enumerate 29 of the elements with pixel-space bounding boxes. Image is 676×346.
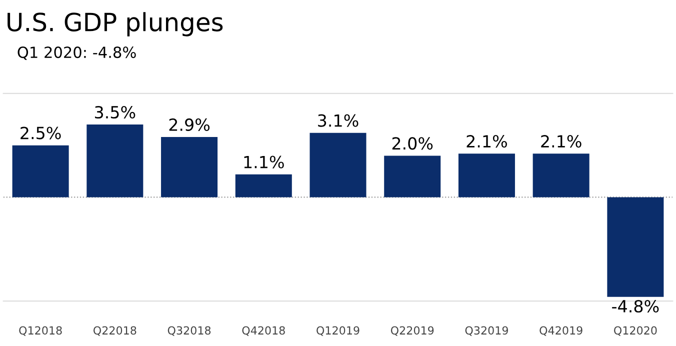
data-label: 2.9% bbox=[169, 118, 210, 132]
data-label: 2.1% bbox=[466, 135, 507, 148]
bar bbox=[310, 132, 366, 198]
bar bbox=[458, 154, 515, 198]
x-tick-label: Q42019 bbox=[540, 326, 582, 336]
x-tick-label: Q42018 bbox=[242, 326, 285, 336]
data-label: 3.5% bbox=[95, 106, 136, 119]
x-tick-label: Q22019 bbox=[390, 326, 434, 336]
bar bbox=[161, 137, 218, 198]
data-label: 1.1% bbox=[244, 156, 284, 168]
x-tick-label: Q32018 bbox=[168, 326, 211, 336]
x-tick-label: Q22018 bbox=[93, 326, 136, 336]
x-tick-label: Q12018 bbox=[19, 326, 62, 336]
data-label: 2.1% bbox=[541, 135, 582, 148]
bar bbox=[235, 174, 292, 198]
bar bbox=[384, 156, 441, 198]
chart-subtitle: Q1 2020: -4.8% bbox=[18, 46, 136, 60]
bar bbox=[12, 145, 69, 198]
data-label: 2.5% bbox=[20, 126, 61, 140]
x-tick-label: Q32019 bbox=[465, 326, 508, 336]
data-label: 3.1% bbox=[318, 114, 358, 127]
bar bbox=[607, 197, 664, 297]
data-label: 2.0% bbox=[392, 137, 433, 150]
x-tick-label: Q12020 bbox=[614, 326, 657, 336]
chart-title: U.S. GDP plunges bbox=[8, 12, 223, 36]
bar bbox=[532, 154, 590, 198]
bar bbox=[86, 124, 144, 198]
data-label: -4.8% bbox=[612, 300, 659, 313]
x-tick-label: Q12019 bbox=[316, 326, 360, 336]
